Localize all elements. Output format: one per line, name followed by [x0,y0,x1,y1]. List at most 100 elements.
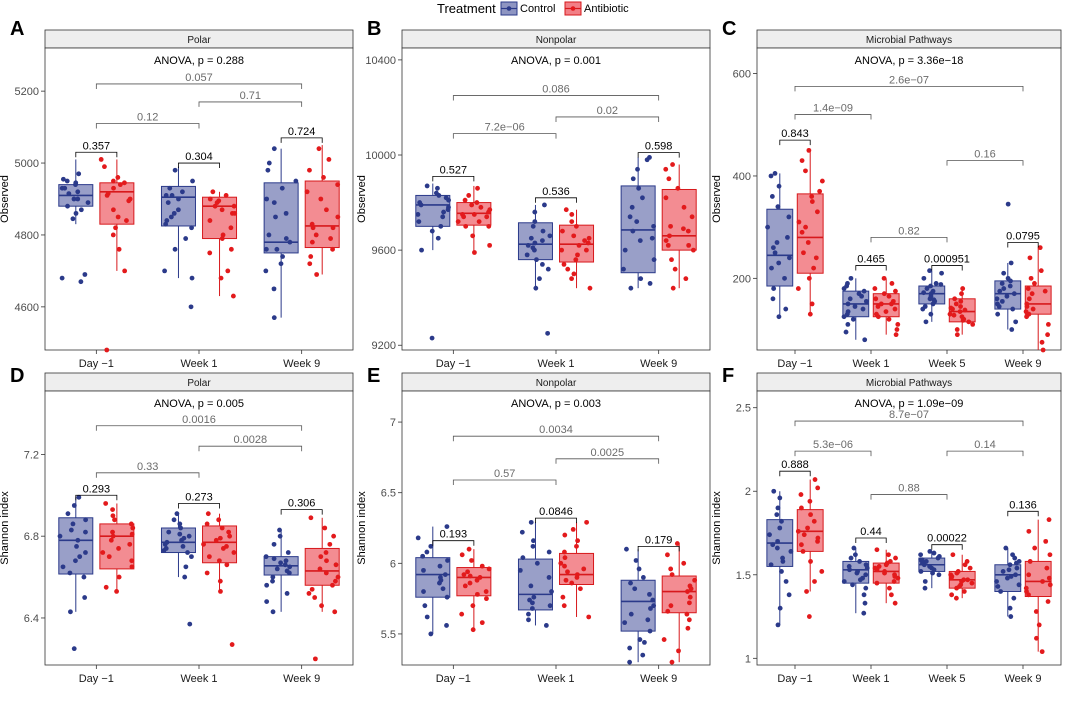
data-point [922,585,928,591]
data-point [165,200,171,205]
data-point [966,319,972,325]
x-tick-label: Week 5 [928,358,965,370]
data-point [323,550,329,555]
data-point [1001,286,1007,291]
data-point [314,272,320,277]
comparison-bracket [946,160,1024,166]
data-point [569,276,574,282]
data-point [57,533,63,539]
data-point [994,296,1000,302]
data-point [1006,567,1012,573]
data-point [74,544,79,549]
data-point [969,580,975,586]
data-point [110,507,115,512]
data-point [280,254,285,259]
data-point [66,191,72,197]
data-point [207,218,213,223]
data-point [220,232,226,238]
data-point [768,173,774,179]
data-point [187,621,193,627]
data-point [130,525,136,531]
data-point [169,193,175,198]
panel-letter: B [367,18,381,40]
data-point [798,492,804,497]
data-point [683,276,689,282]
data-point [1007,562,1013,568]
x-tick-label: Day −1 [777,358,812,370]
data-point [878,301,884,307]
data-point [892,574,898,579]
data-point [424,614,430,620]
data-point [1009,327,1015,332]
data-point [440,586,446,592]
data-point [166,529,172,535]
data-point [110,533,116,539]
data-point [562,532,568,538]
y-axis-label: Shannon index [0,491,11,565]
data-point [441,209,446,215]
comparison-pvalue: 0.000951 [924,254,970,266]
data-point [330,225,336,231]
x-tick-label: Day −1 [436,673,471,685]
data-point [1026,528,1032,534]
data-point [224,562,230,568]
data-point [923,559,929,564]
data-point [965,577,971,583]
data-point [960,286,966,291]
y-tick-label: 4600 [15,302,39,314]
data-point [786,592,792,598]
data-point [128,521,134,527]
data-point [807,311,813,317]
legend-label-antibiotic: Antibiotic [584,3,629,15]
data-point [674,541,680,546]
data-point [770,542,776,548]
data-point [952,296,958,302]
data-point [429,228,435,234]
data-point [647,591,652,597]
comparison-bracket [779,139,811,146]
data-point [886,552,891,558]
data-point [844,283,850,289]
comparison-pvalue: 0.193 [440,529,468,541]
data-point [1036,622,1042,628]
data-point [780,559,786,564]
comparison-bracket [855,537,887,544]
data-point [444,524,450,529]
data-point [967,565,973,571]
data-point [540,261,545,267]
data-point [637,238,643,244]
data-point [1042,288,1048,294]
comparison-pvalue: 0.724 [288,126,316,138]
y-axis-label: Shannon index [356,491,368,565]
data-point [528,583,534,589]
data-point [645,617,651,623]
data-point [665,608,671,614]
data-point [577,586,583,592]
data-point [114,588,119,594]
data-point [806,614,812,619]
data-point [167,185,173,191]
comparison-bracket [452,479,557,485]
data-point [799,542,804,548]
x-tick-label: Week 9 [1004,358,1041,370]
data-point [775,204,781,210]
comparison-bracket [794,85,1024,92]
data-point [628,580,633,586]
data-point [530,543,536,549]
data-point [874,580,880,586]
data-point [529,606,535,611]
data-point [1038,268,1044,274]
data-point [670,162,675,167]
data-point [919,557,925,563]
data-point [437,563,443,569]
comparison-pvalue: 5.3e−06 [813,439,853,451]
comparison-bracket [931,265,963,271]
data-point [528,235,534,241]
data-point [189,275,195,281]
comparison-bracket [779,470,811,477]
data-point [565,266,571,272]
data-point [60,176,66,182]
data-point [681,560,687,566]
data-point [263,554,269,560]
data-point [769,265,774,271]
